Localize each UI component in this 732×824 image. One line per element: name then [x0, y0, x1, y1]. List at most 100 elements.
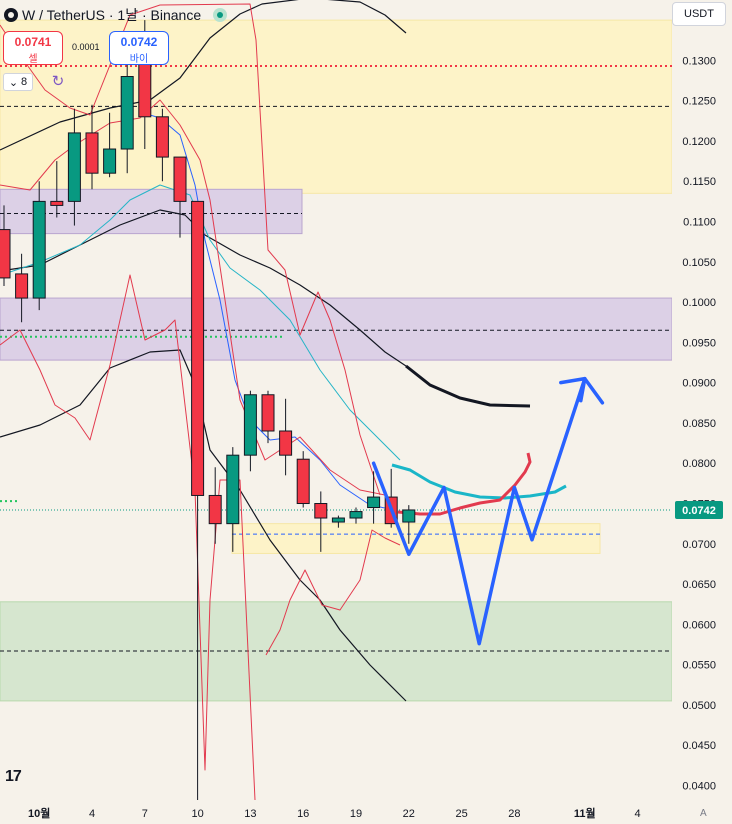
price-tick-label: 0.0400 [682, 780, 716, 792]
forecast-arrow-path[interactable] [371, 376, 605, 646]
bollinger-upper-line [0, 0, 407, 151]
bollinger-lower-line [0, 349, 407, 702]
time-tick-label: 25 [455, 808, 467, 820]
candle[interactable] [32, 181, 46, 311]
refresh-icon[interactable]: ↻ [51, 73, 65, 90]
candle[interactable] [103, 112, 117, 178]
candle[interactable] [349, 507, 363, 524]
candle[interactable] [120, 60, 134, 174]
price-tick-label: 0.0700 [682, 539, 716, 551]
candle-body [208, 494, 222, 525]
time-tick-label: 11월 [574, 806, 596, 820]
indicator-count: 8 [21, 76, 28, 88]
time-tick-label: 16 [297, 808, 309, 820]
candle-body [67, 132, 81, 202]
zones-layer [0, 19, 673, 702]
last-price-label: 0.0742 [675, 500, 723, 519]
candle[interactable] [226, 447, 240, 552]
candle[interactable] [314, 491, 328, 552]
candle-body [155, 116, 169, 158]
candle[interactable] [85, 104, 99, 190]
time-tick-label: 22 [403, 808, 415, 820]
candle-body [50, 200, 64, 206]
price-axis[interactable]: 0.13500.13000.12500.12000.11500.11000.10… [672, 0, 732, 824]
price-tick-label: 0.0850 [682, 418, 716, 430]
price-tick-label: 0.0900 [682, 378, 716, 390]
candle-body [103, 148, 117, 174]
price-tick-label: 0.0550 [682, 660, 716, 672]
candle[interactable] [15, 253, 29, 323]
time-tick-label: 10월 [28, 806, 50, 820]
zone-purple [0, 188, 303, 235]
candle[interactable] [402, 505, 416, 544]
candle-body [85, 132, 99, 174]
price-tick-label: 0.1100 [683, 217, 716, 229]
price-tick-label: 0.0650 [682, 579, 716, 591]
last-price-text: 0.0742 [682, 505, 716, 517]
sell-price: 0.0741 [14, 35, 52, 49]
candle[interactable] [261, 390, 275, 444]
sell-button[interactable]: 0.0741 셀 [3, 31, 63, 65]
candle[interactable] [296, 451, 310, 508]
arrow-head-icon [559, 376, 587, 403]
candle[interactable] [208, 467, 222, 544]
symbol-logo-icon [4, 8, 18, 22]
chart-header[interactable]: W / TetherUS · 1날 · Binance [4, 4, 228, 26]
candle-body [243, 394, 257, 456]
envelope-lower2-line [265, 529, 401, 656]
price-tick-label: 0.0500 [682, 700, 716, 712]
candle[interactable] [367, 471, 381, 524]
price-tick-label: 0.0450 [682, 740, 716, 752]
auto-scale-button[interactable]: A [700, 808, 707, 819]
price-tick-label: 0.1250 [682, 96, 716, 108]
candle[interactable] [331, 515, 345, 528]
price-tick-label: 0.1200 [682, 136, 716, 148]
candle[interactable] [243, 390, 257, 472]
candle-body [279, 430, 293, 456]
candle[interactable] [50, 161, 64, 218]
zone-purple [0, 297, 673, 361]
buy-button[interactable]: 0.0742 바이 [109, 31, 169, 65]
symbol-title[interactable]: W / TetherUS · 1날 · Binance [22, 7, 202, 23]
level-lines-layer [0, 65, 672, 652]
time-axis[interactable]: 10월 4 7 10 13 16 19 22 25 28 11월 4 [0, 800, 672, 824]
envelope-mid-line [0, 3, 381, 496]
candle-body [138, 59, 152, 118]
candle-body [367, 496, 381, 509]
currency-selector[interactable]: USDT [672, 2, 726, 26]
indicator-toggle-button[interactable]: ⌄ 8 [3, 73, 33, 91]
price-tick-label: 0.0950 [682, 337, 716, 349]
candle[interactable] [155, 108, 169, 182]
price-tick-label: 0.1050 [682, 257, 716, 269]
candle-body [173, 156, 187, 202]
time-tick-label: 28 [508, 808, 520, 820]
sell-label: 셀 [28, 54, 38, 65]
candle-body [402, 509, 416, 523]
price-tick-label: 0.1150 [683, 176, 716, 188]
time-tick-label: 7 [142, 808, 148, 820]
candle-body [191, 200, 205, 496]
market-open-icon [213, 8, 228, 22]
candle-body [296, 458, 310, 505]
candle[interactable] [173, 156, 187, 238]
time-tick-label: 10 [191, 808, 203, 820]
ema-fast-line [139, 111, 396, 511]
candle-body [226, 454, 240, 525]
candle[interactable] [279, 398, 293, 476]
candle[interactable] [67, 108, 81, 226]
time-tick-label: 4 [635, 808, 641, 820]
candle[interactable] [0, 205, 11, 286]
price-tick-label: 0.0600 [682, 619, 716, 631]
price-tick-label: 0.0800 [682, 458, 716, 470]
envelope-lower-line [0, 274, 256, 801]
drawings-layer[interactable] [0, 376, 605, 646]
tradingview-logo-icon[interactable]: 17 [5, 768, 22, 785]
spread-value: 0.0001 [72, 42, 100, 52]
forecast-cyan-line [391, 463, 567, 500]
candle[interactable] [191, 200, 205, 802]
indicator-lines-layer [0, 0, 567, 801]
currency-label: USDT [684, 8, 714, 20]
time-tick-label: 13 [244, 808, 256, 820]
price-axis-bg [672, 0, 732, 824]
